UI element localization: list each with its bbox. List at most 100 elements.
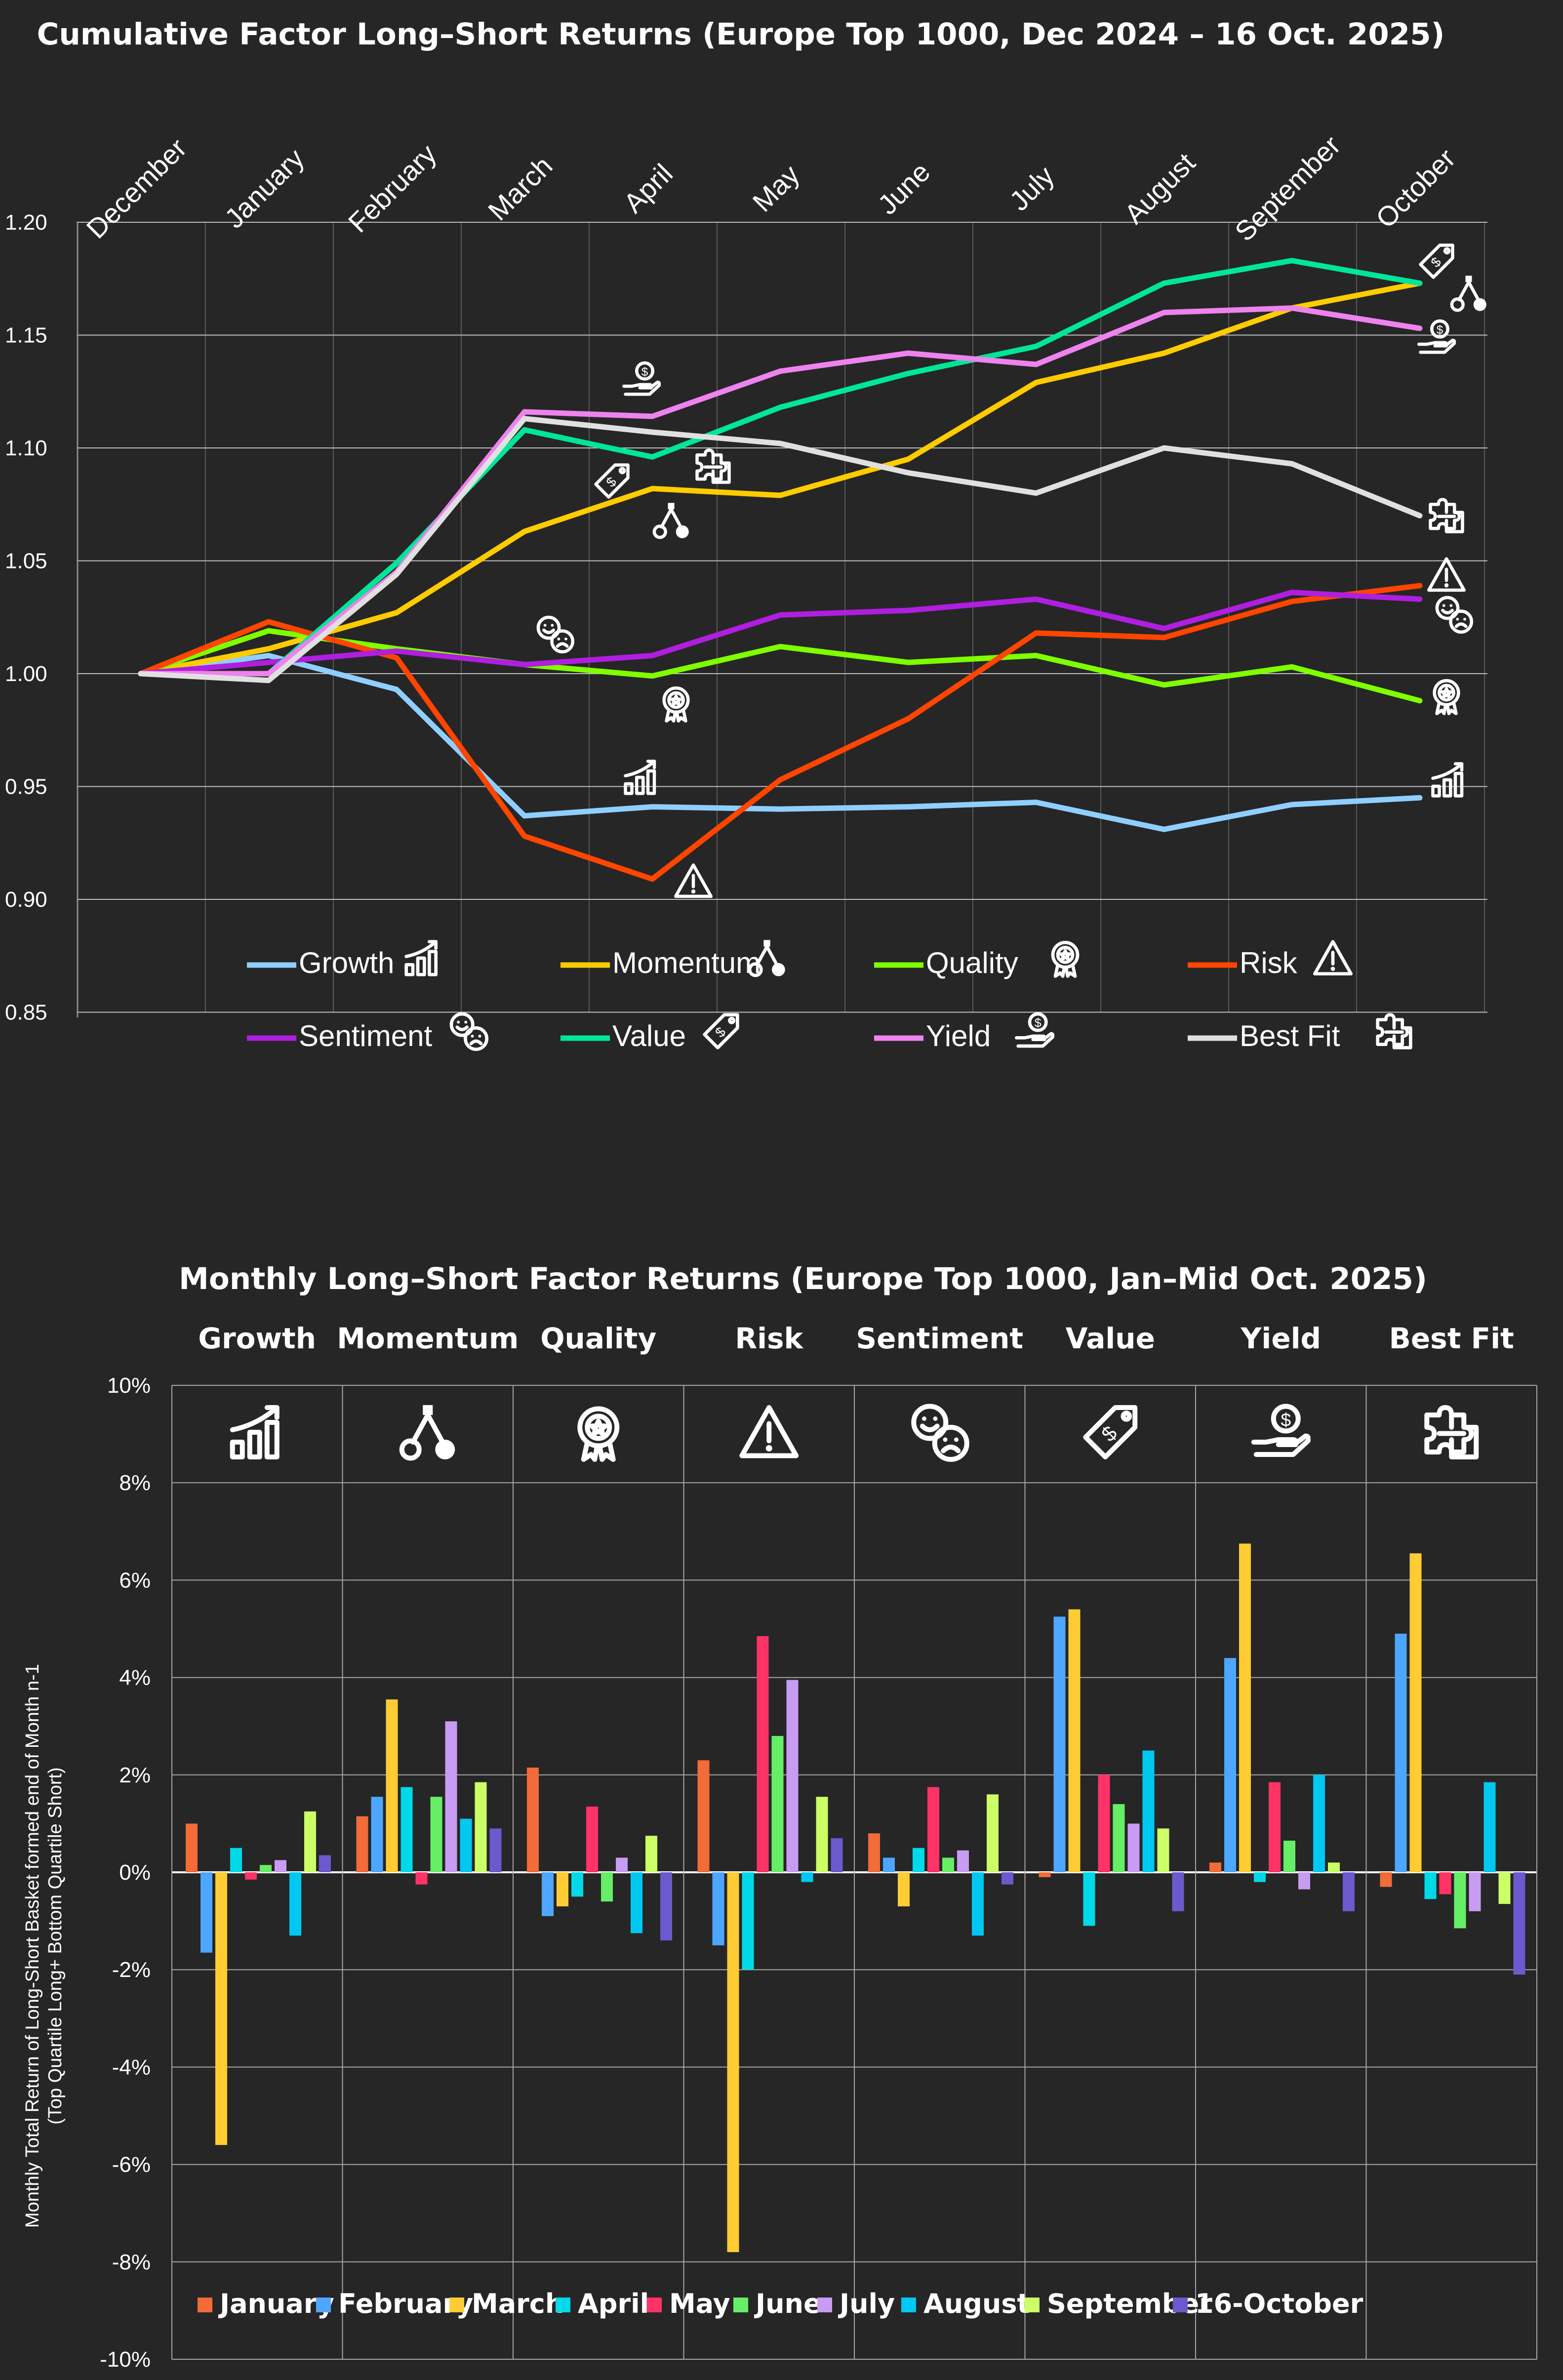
bar-yield-april (1254, 1872, 1266, 1882)
quality-award-icon (1435, 681, 1459, 714)
bar-sentiment-january (868, 1833, 880, 1872)
value-tag-icon (1085, 1408, 1135, 1457)
growth-chart-icon (233, 1408, 277, 1457)
bar-risk-june (771, 1735, 784, 1872)
risk-warning-icon (676, 865, 711, 896)
bar-legend-label-april: April (578, 2288, 649, 2319)
bar-legend-label-march: March (472, 2288, 564, 2319)
bar-yield-july (1298, 1872, 1310, 1890)
bar-legend-label-16-october: 16-October (1195, 2288, 1363, 2319)
sentiment-faces-icon (451, 1014, 487, 1049)
best-fit-puzzle-icon (1431, 500, 1463, 532)
bar-category-yield: Yield (1240, 1322, 1321, 1355)
bar-ytick-label: -6% (112, 2153, 151, 2177)
bar-legend-swatch-march (449, 2298, 464, 2312)
bar-quality-september (645, 1836, 657, 1872)
line-ytick-label: 0.90 (5, 887, 47, 912)
bar-best-fit-june (1454, 1872, 1466, 1929)
bar-legend-label-january: January (218, 2288, 334, 2319)
line-ytick-label: 1.20 (5, 210, 47, 235)
bar-legend-swatch-july (817, 2298, 832, 2312)
bar-momentum-16-october (489, 1828, 502, 1872)
bar-risk-april (742, 1872, 754, 1970)
sentiment-faces-icon (1437, 598, 1472, 632)
bar-legend-swatch-16-october (1173, 2298, 1188, 2312)
bar-value-february (1053, 1616, 1066, 1872)
line-series-yield (138, 305, 1423, 677)
line-xtick-january: January (218, 142, 310, 234)
bar-risk-july (786, 1680, 799, 1872)
bar-category-growth: Growth (198, 1322, 316, 1355)
bar-legend-label-july: July (838, 2288, 895, 2319)
bar-y-axis-label-1: Monthly Total Return of Long-Short Baske… (22, 1664, 43, 2228)
growth-chart-icon (626, 762, 655, 794)
risk-warning-icon (1315, 942, 1351, 974)
bar-quality-january (527, 1768, 539, 1872)
bar-legend-swatch-february (316, 2298, 331, 2312)
line-series-risk (138, 583, 1423, 882)
bar-growth-august (289, 1872, 301, 1936)
bar-category-quality: Quality (540, 1322, 656, 1355)
bar-growth-april (230, 1848, 242, 1872)
bar-legend-swatch-may (647, 2298, 662, 2312)
bar-momentum-september (475, 1782, 487, 1872)
line-legend-label-best-fit: Best Fit (1240, 1019, 1340, 1052)
yield-hand-coin-icon (1254, 1407, 1309, 1455)
line-ytick-label: 1.10 (5, 436, 47, 460)
bar-value-16-october (1172, 1872, 1184, 1911)
bar-ytick-label: 10% (107, 1373, 151, 1398)
bar-sentiment-may (927, 1787, 939, 1872)
bar-value-january (1039, 1872, 1051, 1877)
bar-best-fit-april (1424, 1872, 1437, 1899)
momentum-nodes-icon (402, 1405, 455, 1459)
bar-risk-may (757, 1636, 769, 1872)
bar-category-sentiment: Sentiment (856, 1322, 1023, 1355)
bar-value-june (1113, 1804, 1125, 1872)
line-legend-label-value: Value (612, 1019, 686, 1052)
bar-momentum-june (430, 1797, 442, 1872)
bar-sentiment-june (942, 1857, 954, 1872)
line-xtick-april: April (617, 158, 679, 219)
line-series-value (138, 258, 1423, 677)
bar-value-august (1142, 1750, 1155, 1872)
bar-yield-may (1269, 1782, 1281, 1872)
bar-legend-swatch-june (733, 2298, 748, 2312)
line-ytick-label: 1.05 (5, 549, 47, 573)
bar-momentum-august (460, 1818, 472, 1872)
bar-legend-swatch-september (1025, 2298, 1040, 2312)
line-series-growth (138, 652, 1423, 832)
bar-best-fit-16-october (1513, 1872, 1525, 1975)
bar-yield-16-october (1343, 1872, 1355, 1911)
risk-warning-icon (1429, 559, 1464, 590)
line-legend-label-growth: Growth (299, 946, 394, 979)
bar-ytick-label: 4% (119, 1666, 151, 1690)
bar-legend-swatch-april (556, 2298, 570, 2312)
bar-risk-march (727, 1872, 739, 2253)
bar-category-momentum: Momentum (337, 1322, 519, 1355)
bar-yield-february (1224, 1658, 1236, 1872)
bar-category-value: Value (1066, 1322, 1155, 1355)
best-fit-puzzle-icon (1427, 1408, 1476, 1457)
bar-growth-june (260, 1865, 272, 1872)
bar-value-march (1068, 1609, 1081, 1872)
best-fit-puzzle-icon (697, 450, 729, 483)
bar-growth-may (245, 1872, 257, 1880)
line-ytick-label: 0.85 (5, 1001, 47, 1025)
line-series-quality (138, 628, 1423, 704)
line-ytick-label: 1.15 (5, 323, 47, 348)
bar-quality-february (542, 1872, 554, 1916)
sentiment-faces-icon (914, 1407, 967, 1460)
bar-quality-16-october (660, 1872, 672, 1941)
bar-risk-august (801, 1872, 813, 1882)
bar-momentum-january (356, 1816, 368, 1872)
bar-value-july (1127, 1823, 1140, 1872)
bar-sentiment-april (913, 1848, 924, 1872)
line-xtick-march: March (482, 150, 559, 227)
line-xtick-august: August (1118, 147, 1201, 230)
bar-legend-label-may: May (669, 2288, 730, 2319)
bar-ytick-label: -4% (112, 2055, 151, 2079)
bar-risk-january (697, 1760, 710, 1872)
bar-legend-swatch-january (198, 2298, 212, 2312)
bar-sentiment-march (898, 1872, 910, 1907)
